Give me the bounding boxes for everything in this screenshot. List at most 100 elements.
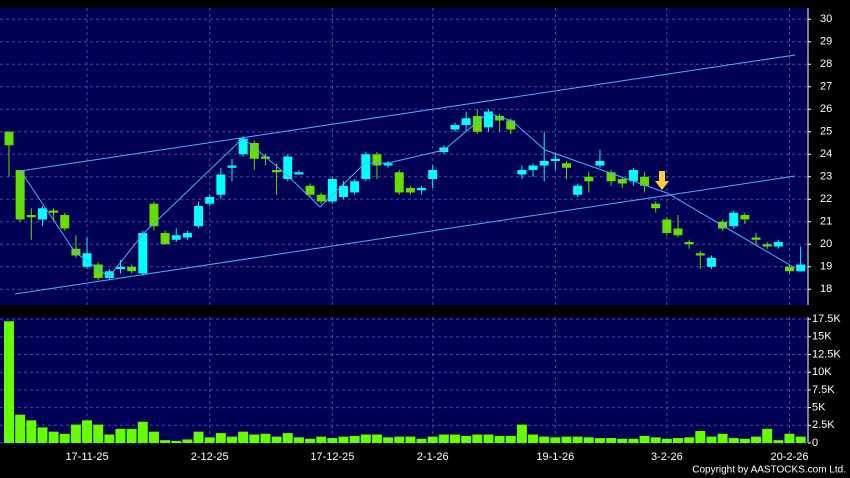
volume-bar [394, 436, 405, 443]
candle-body [383, 163, 393, 166]
volume-bar [148, 431, 159, 443]
volume-bar [795, 436, 806, 443]
volume-bar [594, 438, 605, 443]
candle-body [138, 233, 148, 274]
volume-bar [338, 436, 349, 443]
volume-bar [695, 430, 706, 443]
volume-bar [639, 435, 650, 443]
volume-bar [316, 436, 327, 443]
volume-bar [516, 424, 527, 443]
candle-body [606, 172, 616, 182]
channel-upper [19, 54, 796, 172]
volume-bar [249, 434, 260, 443]
volume-bar [204, 437, 215, 443]
volume-bar [717, 433, 728, 443]
candle-body [740, 215, 750, 220]
x-tick-label: 3-2-26 [651, 451, 683, 463]
candle-body [26, 215, 36, 218]
volume-bar [617, 438, 628, 443]
candle-body [93, 264, 103, 278]
y-tick-label: 10K [812, 366, 832, 378]
y-tick-label: 17.5K [812, 313, 841, 325]
y-tick-label: 0 [812, 437, 818, 449]
candle-body [116, 266, 125, 269]
candle-body [539, 161, 549, 166]
volume-bar [115, 428, 126, 443]
candle-body [428, 170, 438, 179]
y-tick-label: 30 [820, 13, 832, 25]
volume-bar [182, 439, 193, 443]
y-tick-label: 19 [820, 261, 832, 273]
volume-bar [327, 438, 338, 443]
volume-bar [215, 433, 226, 443]
volume-bar [583, 437, 594, 443]
candle-body [796, 264, 806, 272]
volume-bar [349, 435, 360, 443]
candle-body [361, 154, 371, 179]
volume-bar [193, 431, 204, 443]
y-tick-label: 15K [812, 331, 832, 343]
y-tick-label: 12.5K [812, 348, 841, 360]
volume-bar [104, 434, 115, 443]
x-tick-label: 17-11-25 [65, 451, 108, 463]
volume-bar [438, 434, 449, 443]
candle-body [104, 271, 114, 278]
candle-body [762, 244, 772, 247]
volume-bar [416, 438, 427, 443]
candle-body [651, 203, 661, 209]
volume-bar [293, 437, 304, 443]
volume-bar [773, 440, 784, 443]
volume-bar [282, 433, 293, 443]
candle-body [283, 156, 293, 179]
arrow-marker [655, 171, 669, 190]
candle-body [562, 163, 571, 168]
volume-bar [706, 436, 717, 443]
volume-bar [528, 434, 539, 443]
volume-bar [728, 438, 739, 443]
volume-bar [483, 434, 494, 443]
volume-bar [762, 428, 773, 443]
candle-body [584, 176, 594, 182]
volume-bar [137, 421, 148, 443]
copyright: Copyright by AASTOCKS.com Ltd. [692, 465, 846, 476]
volume-bar [371, 434, 382, 443]
volume-bar [628, 438, 639, 443]
volume-bar [70, 424, 81, 443]
candle-body [194, 206, 204, 227]
channel-lower [14, 175, 796, 295]
zigzag-line [19, 112, 796, 278]
candle-body [751, 237, 761, 240]
x-tick-label: 17-12-25 [310, 451, 354, 463]
volume-bar [93, 424, 104, 443]
candle-body [662, 219, 672, 233]
trend-lines [14, 54, 796, 295]
y-tick-label: 21 [820, 216, 832, 228]
volume-bar [673, 438, 683, 443]
volume-bar [606, 438, 617, 443]
volume-bar [550, 437, 561, 443]
candle-body [517, 170, 527, 175]
candle-body [506, 120, 516, 130]
y-tick-label: 18 [820, 283, 832, 295]
candle-body [327, 179, 337, 202]
candle-body [160, 233, 170, 245]
y-tick-label: 29 [820, 36, 832, 48]
candle-body [339, 185, 348, 197]
y-tick-label: 7.5K [812, 384, 835, 396]
candle-body [706, 257, 716, 267]
volume-bar [82, 420, 93, 443]
y-tick-label: 2.5K [812, 419, 835, 431]
volume-bar [260, 433, 271, 443]
candle-body [472, 116, 482, 132]
candle-body [573, 185, 583, 195]
volume-bar [661, 438, 672, 443]
candle-body [550, 158, 560, 161]
y-tick-label: 28 [820, 58, 832, 70]
y-tick-label: 22 [820, 193, 832, 205]
volume-bar [505, 435, 516, 443]
volume-bar [227, 436, 237, 443]
y-tick-label: 20 [820, 238, 832, 250]
candle-body [227, 165, 237, 168]
volume-bar [494, 435, 505, 443]
